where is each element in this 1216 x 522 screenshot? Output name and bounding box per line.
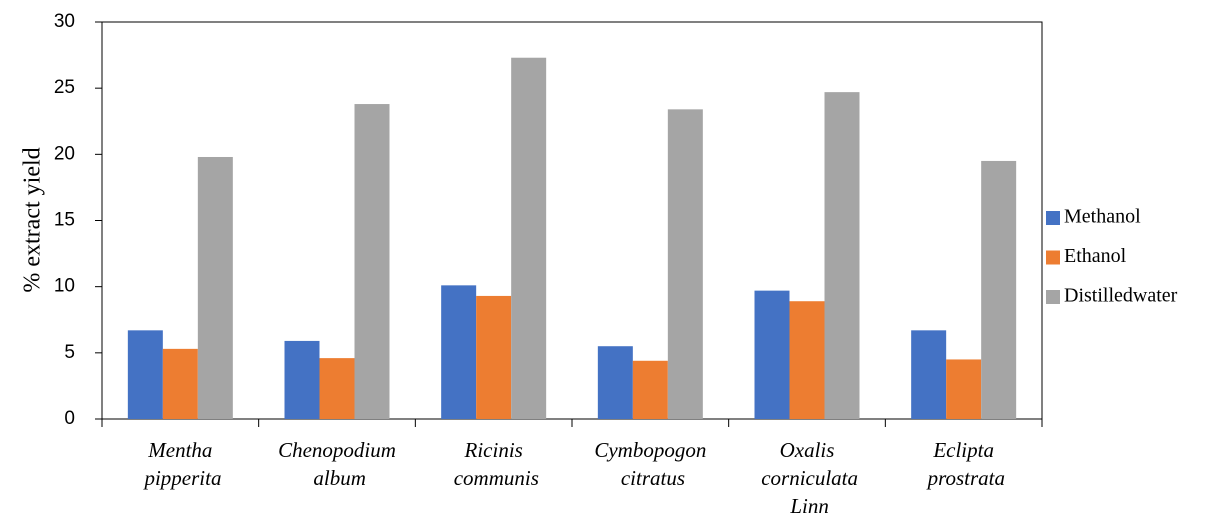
y-tick-label: 20 [54,143,75,164]
bar [476,295,512,419]
x-tick-label: Oxalis corniculata Linn [756,438,858,518]
legend-swatch [1046,250,1060,265]
bar [162,348,198,419]
y-tick-label: 0 [64,408,75,429]
bar [319,358,355,419]
bar [667,109,703,419]
y-tick-label: 15 [54,210,75,231]
legend-swatch [1046,290,1060,304]
x-tick-label: Ricinis communis [448,438,538,490]
legend-label: Methanol [1064,206,1141,228]
bar [354,104,390,420]
bar [911,330,947,419]
x-tick-label: Chenopodium album [278,438,396,490]
y-tick-label: 30 [54,11,75,32]
y-axis-label: % extract yield [20,147,46,292]
bar [127,330,163,419]
bar [284,340,320,419]
y-tick-label: 25 [54,77,75,98]
legend-label: Ethanol [1064,245,1127,267]
bar [946,359,982,419]
bar [981,160,1017,419]
plot-frame [101,21,1043,420]
bar [789,301,825,419]
bar [754,290,790,419]
bar [597,346,633,419]
bar [441,285,477,419]
bar [824,92,860,420]
legend-swatch [1046,211,1060,225]
y-tick-label: 10 [54,276,75,297]
x-tick-label: Eclipta prostrata [922,438,1005,490]
bar [632,360,668,419]
legend-label: Distilledwater [1064,285,1178,307]
bar [511,57,547,419]
y-tick-label: 5 [64,342,75,363]
bar [197,156,233,420]
x-tick-label: Mentha pipperita [139,438,221,490]
x-tick-label: Cymbopogon citratus [594,438,706,490]
